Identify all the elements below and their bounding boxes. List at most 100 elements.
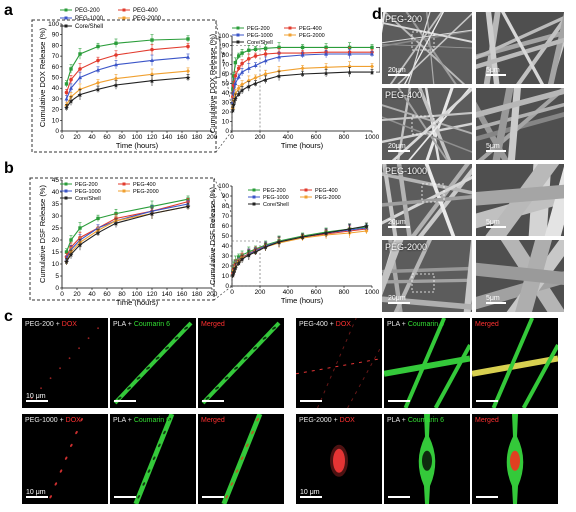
fiber-core (117, 396, 122, 400)
fiber (408, 88, 471, 160)
sem-fibers (476, 88, 564, 160)
x-tick-label: 20 (73, 134, 81, 141)
fiber (544, 166, 564, 236)
sem-image-overview: PEG-400 20μm (382, 88, 472, 160)
significance-bracket (376, 47, 380, 73)
data-point (276, 73, 282, 79)
data-point (364, 223, 369, 229)
sem-image-zoom: 5μm (476, 12, 564, 84)
fluorescent-fiber (433, 344, 470, 408)
fluorescence-image (330, 444, 348, 477)
data-point (300, 52, 305, 57)
sem-sample-label: PEG-200 (385, 14, 423, 24)
data-point (300, 234, 305, 240)
legend-marker (64, 182, 68, 186)
fiber (500, 12, 545, 84)
data-point (240, 69, 245, 74)
plus-sign: + (331, 417, 340, 424)
significance-bracket (216, 38, 221, 78)
scale-bar (26, 400, 48, 402)
legend-label: PEG-2000 (315, 195, 341, 201)
panel-label-a: a (4, 2, 13, 19)
peg-label: PEG-2000 (299, 417, 332, 424)
data-point (68, 98, 74, 104)
significance-marker: * (222, 59, 225, 66)
tile-label: PLA + Coumarin 6 (113, 417, 170, 424)
data-point (78, 52, 82, 56)
data-point (323, 70, 329, 76)
data-point (230, 272, 236, 278)
data-point (324, 45, 328, 50)
data-point (96, 67, 100, 72)
data-point (186, 37, 190, 41)
legend-marker (64, 8, 68, 12)
y-tick-label: 20 (222, 109, 230, 116)
fluorescence-image (30, 327, 99, 400)
sem-fibers (476, 12, 564, 84)
y-tick-label: 10 (222, 119, 230, 126)
legend-label: PEG-1000 (263, 195, 289, 201)
drug-particle (333, 448, 345, 473)
data-point (300, 45, 305, 50)
drug-particle (97, 327, 99, 330)
scale-bar-label: 20μm (388, 143, 406, 150)
scale-bar (300, 496, 322, 498)
tile-label: PEG-2000 + DOX (299, 417, 355, 424)
data-point (69, 67, 73, 71)
data-point (114, 53, 118, 57)
data-point (64, 96, 69, 101)
legend-marker (236, 26, 240, 30)
series-line (65, 45, 189, 93)
data-point (64, 82, 69, 86)
zoom-connector (215, 19, 233, 111)
data-point (263, 77, 268, 83)
data-point (186, 44, 190, 49)
pla-label: PLA + (387, 417, 408, 424)
y-tick-label: 40 (222, 90, 230, 97)
fiber-core (225, 494, 229, 499)
y-axis-label: Cumulative DSF Release (%) (208, 187, 217, 285)
drug-particle (75, 430, 78, 435)
fiber (476, 15, 564, 60)
y-tick-label: 40 (222, 243, 230, 250)
data-point (263, 46, 268, 51)
fluorescence-tile-green: PLA + Coumarin 6 (110, 318, 196, 408)
x-tick-label: 600 (311, 134, 322, 141)
data-point (324, 65, 329, 70)
plus-sign: + (53, 321, 62, 328)
drug-particle (80, 418, 83, 422)
fiber-core (155, 356, 160, 360)
data-point (77, 92, 83, 98)
fiber (382, 240, 404, 296)
y-tick-label: 50 (222, 233, 230, 240)
data-point (113, 220, 119, 226)
fluorescent-fiber (472, 355, 558, 377)
data-point (347, 226, 352, 232)
dye-label: Coumarin 6 (407, 321, 445, 328)
data-point (69, 77, 73, 82)
data-point (96, 44, 100, 49)
y-tick-label: 30 (52, 96, 60, 103)
y-tick-label: 25 (52, 225, 60, 232)
fiber (404, 12, 445, 84)
data-point (323, 230, 329, 236)
y-tick-label: 35 (52, 201, 60, 208)
y-tick-label: 60 (222, 223, 230, 230)
fluorescence-tile-red: PEG-1000 + DOX 10 μm (22, 414, 108, 504)
data-point (185, 204, 191, 209)
drug-particle (30, 397, 33, 400)
scale-bar-label: 5μm (486, 219, 500, 226)
data-point (236, 260, 242, 266)
fiber-core (251, 430, 254, 435)
y-tick-label: 30 (222, 100, 230, 107)
inset-frame (31, 19, 217, 153)
fiber-core (205, 396, 210, 400)
data-point (300, 66, 305, 71)
legend-label: PEG-200 (75, 8, 100, 14)
drug-label: DOX (65, 417, 81, 424)
sem-image-zoom: 5μm (476, 240, 564, 312)
drug-label: DOX (339, 417, 355, 424)
x-tick-label: 200 (207, 291, 218, 298)
x-tick-label: 800 (339, 289, 350, 296)
fluorescence-panel: PEG-200 + DOX 10 μm PLA + Coumarin 6 Merged… (22, 318, 570, 508)
